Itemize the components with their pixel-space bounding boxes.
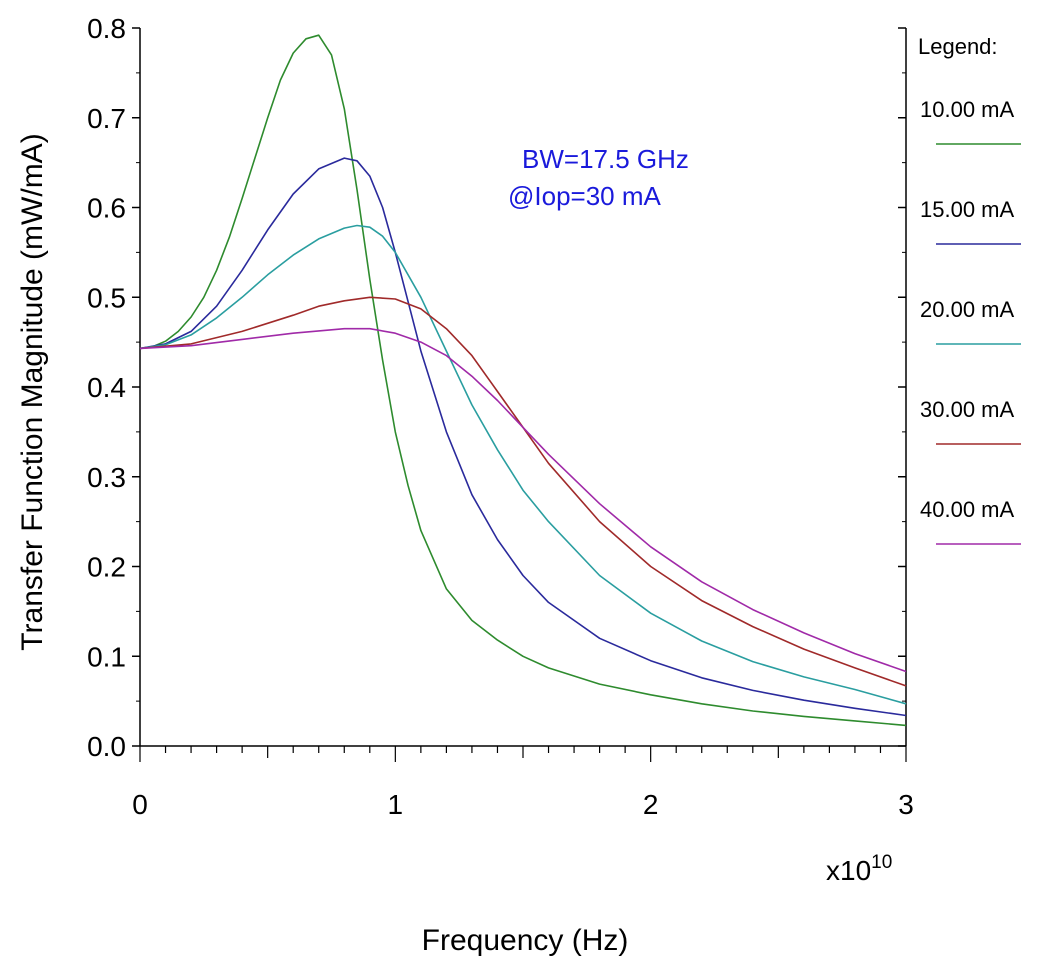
series-line — [139, 224, 907, 705]
labels: Transfer Function Magnitude (mW/mA) Freq… — [16, 133, 892, 957]
series-line — [139, 327, 907, 673]
x-tick-label: 3 — [898, 789, 914, 820]
x-tick-label: 2 — [643, 789, 659, 820]
x-tick-label: 1 — [388, 789, 404, 820]
legend-label: 15.00 mA — [920, 197, 1014, 222]
y-tick-label: 0.2 — [87, 552, 126, 583]
legend-label: 30.00 mA — [920, 397, 1014, 422]
x-multiplier-base: x10 — [826, 855, 871, 886]
y-tick-label: 0.4 — [87, 372, 126, 403]
legend-label: 20.00 mA — [920, 297, 1014, 322]
series-line — [139, 34, 907, 727]
legend-title: Legend: — [918, 34, 998, 59]
y-tick-label: 0.6 — [87, 193, 126, 224]
series-line — [139, 157, 907, 717]
x-multiplier-exponent: 10 — [871, 852, 892, 873]
y-tick-label: 0.1 — [87, 641, 126, 672]
y-tick-label: 0.8 — [87, 13, 126, 44]
x-axis-label: Frequency (Hz) — [422, 924, 629, 957]
y-tick-label: 0.3 — [87, 462, 126, 493]
y-axis-label: Transfer Function Magnitude (mW/mA) — [16, 133, 49, 650]
y-tick-label: 0.0 — [87, 731, 126, 762]
plot-lines — [139, 34, 907, 727]
series-line — [139, 296, 907, 687]
y-tick-label: 0.5 — [87, 282, 126, 313]
x-multiplier: x1010 — [826, 852, 892, 886]
annotation-line-1: BW=17.5 GHz — [522, 144, 689, 174]
y-tick-label: 0.7 — [87, 103, 126, 134]
annotation-line-2: @Iop=30 mA — [508, 181, 662, 211]
legend-label: 40.00 mA — [920, 497, 1014, 522]
x-tick-label: 0 — [132, 789, 148, 820]
legend-label: 10.00 mA — [920, 97, 1014, 122]
legend: Legend: 10.00 mA 15.00 mA 20.00 mA 30.00 mA 4… — [918, 34, 1021, 545]
axes: 0.0 0.1 0.2 0.3 0.4 0.5 0.6 0.7 0.8 0 1 2 3 — [87, 13, 914, 820]
